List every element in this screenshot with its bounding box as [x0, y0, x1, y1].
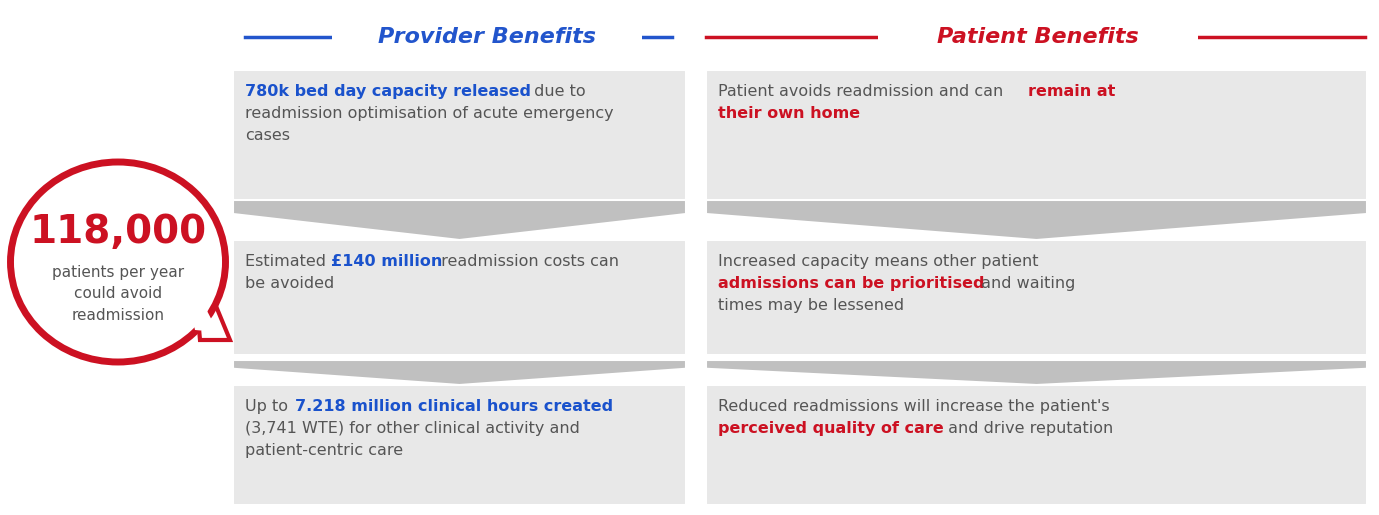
- FancyBboxPatch shape: [706, 385, 1367, 505]
- FancyBboxPatch shape: [332, 18, 643, 56]
- Text: and waiting: and waiting: [976, 276, 1076, 291]
- FancyBboxPatch shape: [233, 385, 685, 505]
- Text: 780k bed day capacity released: 780k bed day capacity released: [245, 84, 531, 99]
- FancyBboxPatch shape: [706, 240, 1367, 355]
- Text: Increased capacity means other patient: Increased capacity means other patient: [718, 254, 1038, 269]
- Text: readmission optimisation of acute emergency: readmission optimisation of acute emerge…: [245, 106, 614, 121]
- FancyBboxPatch shape: [233, 70, 685, 200]
- Polygon shape: [233, 360, 685, 385]
- Text: Estimated: Estimated: [245, 254, 331, 269]
- Polygon shape: [192, 248, 230, 340]
- FancyBboxPatch shape: [233, 240, 685, 355]
- Text: patient-centric care: patient-centric care: [245, 443, 403, 458]
- Text: Up to: Up to: [245, 399, 294, 414]
- Text: times may be lessened: times may be lessened: [718, 298, 905, 313]
- Text: £140 million: £140 million: [331, 254, 443, 269]
- Text: due to: due to: [530, 84, 586, 99]
- Text: Patient Benefits: Patient Benefits: [938, 27, 1139, 47]
- Polygon shape: [706, 200, 1367, 240]
- Ellipse shape: [11, 162, 226, 362]
- Text: readmission: readmission: [72, 308, 164, 323]
- Text: be avoided: be avoided: [245, 276, 334, 291]
- Text: remain at: remain at: [1027, 84, 1116, 99]
- Text: admissions can be prioritised: admissions can be prioritised: [718, 276, 985, 291]
- Text: 118,000: 118,000: [29, 213, 207, 251]
- Polygon shape: [706, 360, 1367, 385]
- FancyBboxPatch shape: [878, 18, 1198, 56]
- Text: perceived quality of care: perceived quality of care: [718, 421, 943, 436]
- Polygon shape: [233, 200, 685, 240]
- Text: 7.218 million clinical hours created: 7.218 million clinical hours created: [295, 399, 614, 414]
- Polygon shape: [178, 255, 218, 332]
- Text: (3,741 WTE) for other clinical activity and: (3,741 WTE) for other clinical activity …: [245, 421, 581, 436]
- Text: could avoid: could avoid: [74, 286, 163, 301]
- Text: and drive reputation: and drive reputation: [943, 421, 1113, 436]
- FancyBboxPatch shape: [706, 70, 1367, 200]
- Text: Provider Benefits: Provider Benefits: [378, 27, 596, 47]
- Text: cases: cases: [245, 128, 290, 143]
- Text: Reduced readmissions will increase the patient's: Reduced readmissions will increase the p…: [718, 399, 1110, 414]
- Text: readmission costs can: readmission costs can: [436, 254, 619, 269]
- Text: Patient avoids readmission and can: Patient avoids readmission and can: [718, 84, 1008, 99]
- Text: their own home: their own home: [718, 106, 860, 121]
- Text: patients per year: patients per year: [52, 265, 183, 280]
